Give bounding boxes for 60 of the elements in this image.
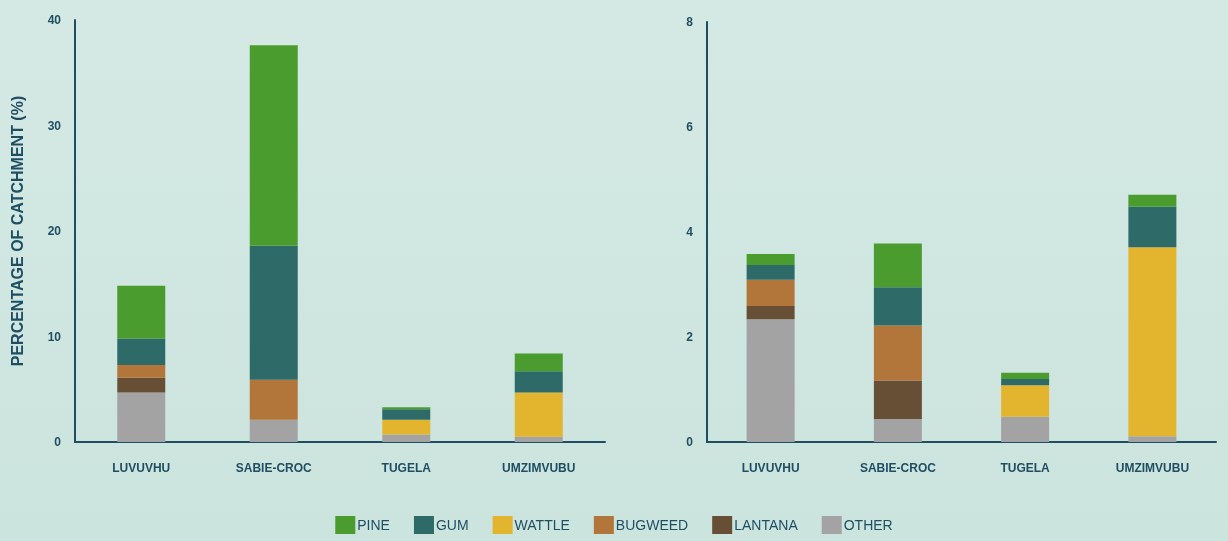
x-tick-label: LUVUVHU [741, 461, 800, 475]
x-tick-label: SABIE-CROC [859, 461, 937, 475]
legend-label: BUGWEED [615, 517, 689, 533]
y-tick-label: 0 [54, 435, 62, 449]
y-tick-label: 8 [686, 15, 694, 29]
bar [873, 287, 922, 326]
y-tick-label: 2 [686, 330, 694, 344]
legend-label: GUM [435, 517, 469, 533]
y-tick-label: 40 [47, 13, 62, 27]
bar [514, 392, 563, 437]
x-tick-label: SABIE-CROC [235, 461, 313, 475]
y-tick-label: 6 [686, 120, 694, 134]
y-tick-label: 30 [47, 118, 62, 133]
bar [746, 319, 795, 442]
bar [1128, 194, 1177, 207]
x-tick-label: TUGELA [381, 461, 432, 475]
bar [746, 279, 795, 307]
bar [746, 265, 795, 280]
y-axis-title: PERCENTAGE OF CATCHMENT (%) [8, 95, 26, 367]
bar [746, 254, 795, 266]
y-tick-label: 10 [47, 329, 62, 344]
bar [1001, 385, 1050, 417]
bar [1001, 372, 1050, 379]
legend-label: PINE [357, 517, 390, 533]
y-tick-label: 20 [47, 224, 62, 238]
bar [249, 45, 298, 246]
bar [117, 285, 166, 339]
legend-label: OTHER [843, 517, 893, 533]
bar [1128, 247, 1177, 437]
x-tick-label: LUVUVHU [112, 461, 171, 475]
bar [382, 409, 431, 420]
bar [382, 434, 431, 442]
bar [1001, 416, 1050, 442]
bar [382, 419, 431, 435]
legend-label: WATTLE [514, 517, 570, 533]
bar [873, 243, 922, 288]
bar [514, 436, 563, 442]
bar [514, 353, 563, 372]
bar [514, 371, 563, 393]
bar [249, 419, 298, 442]
bar [873, 380, 922, 419]
bar [117, 392, 166, 442]
y-tick-label: 0 [686, 435, 694, 449]
bar [746, 306, 795, 320]
x-tick-label: UMZIMVUBU [1115, 461, 1190, 475]
bar [117, 338, 166, 365]
bar [1128, 436, 1177, 442]
x-tick-label: TUGELA [1000, 461, 1051, 475]
legend-label: LANTANA [734, 517, 799, 533]
y-tick-label: 4 [686, 225, 694, 239]
bar [249, 379, 298, 420]
bar [873, 418, 922, 442]
bar [117, 364, 166, 378]
bar [249, 245, 298, 380]
bar [1001, 379, 1050, 386]
x-tick-label: UMZIMVUBU [502, 461, 576, 475]
bar [382, 407, 431, 410]
bar [117, 377, 166, 393]
bar [873, 325, 922, 381]
bar [1128, 206, 1177, 248]
